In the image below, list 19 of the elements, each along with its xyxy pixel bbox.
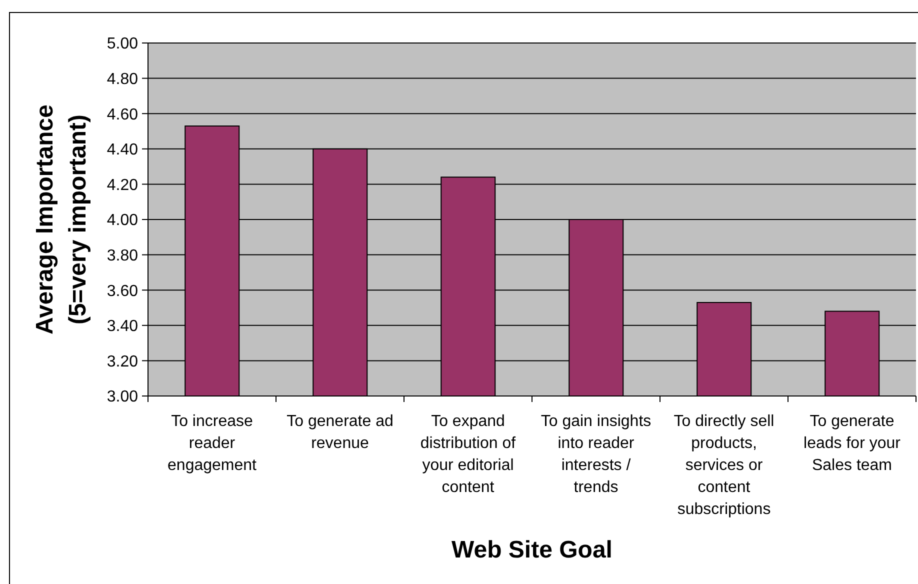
x-tick-label: To expand distribution of your editorial content xyxy=(420,413,516,496)
x-tick-label: To directly sell products, services or content subscriptions xyxy=(674,413,774,518)
y-axis-title: Average Importance (5=very important) xyxy=(31,104,91,334)
x-tick-label: To gain insights into reader interests / trends xyxy=(540,413,652,496)
x-tick-label: To generate leads for your Sales team xyxy=(804,413,902,474)
y-tick-label: 3.20 xyxy=(106,353,138,370)
y-tick-label: 4.60 xyxy=(106,106,138,124)
y-tick-label: 4.20 xyxy=(106,176,138,194)
y-tick-label: 4.80 xyxy=(106,70,138,88)
y-tick-label: 4.40 xyxy=(106,142,138,159)
y-tick-label: 3.00 xyxy=(106,388,138,406)
y-tick-label: 5.00 xyxy=(106,36,138,53)
x-tick-label: To increase reader engagement xyxy=(168,413,258,474)
x-tick-label: To generate ad revenue xyxy=(286,413,394,452)
y-tick-label: 4.00 xyxy=(106,212,138,230)
x-axis-title: Web Site Goal xyxy=(452,536,612,564)
y-tick-label: 3.60 xyxy=(106,282,138,300)
y-tick-label: 3.40 xyxy=(106,318,138,336)
y-tick-label: 3.80 xyxy=(106,247,138,264)
